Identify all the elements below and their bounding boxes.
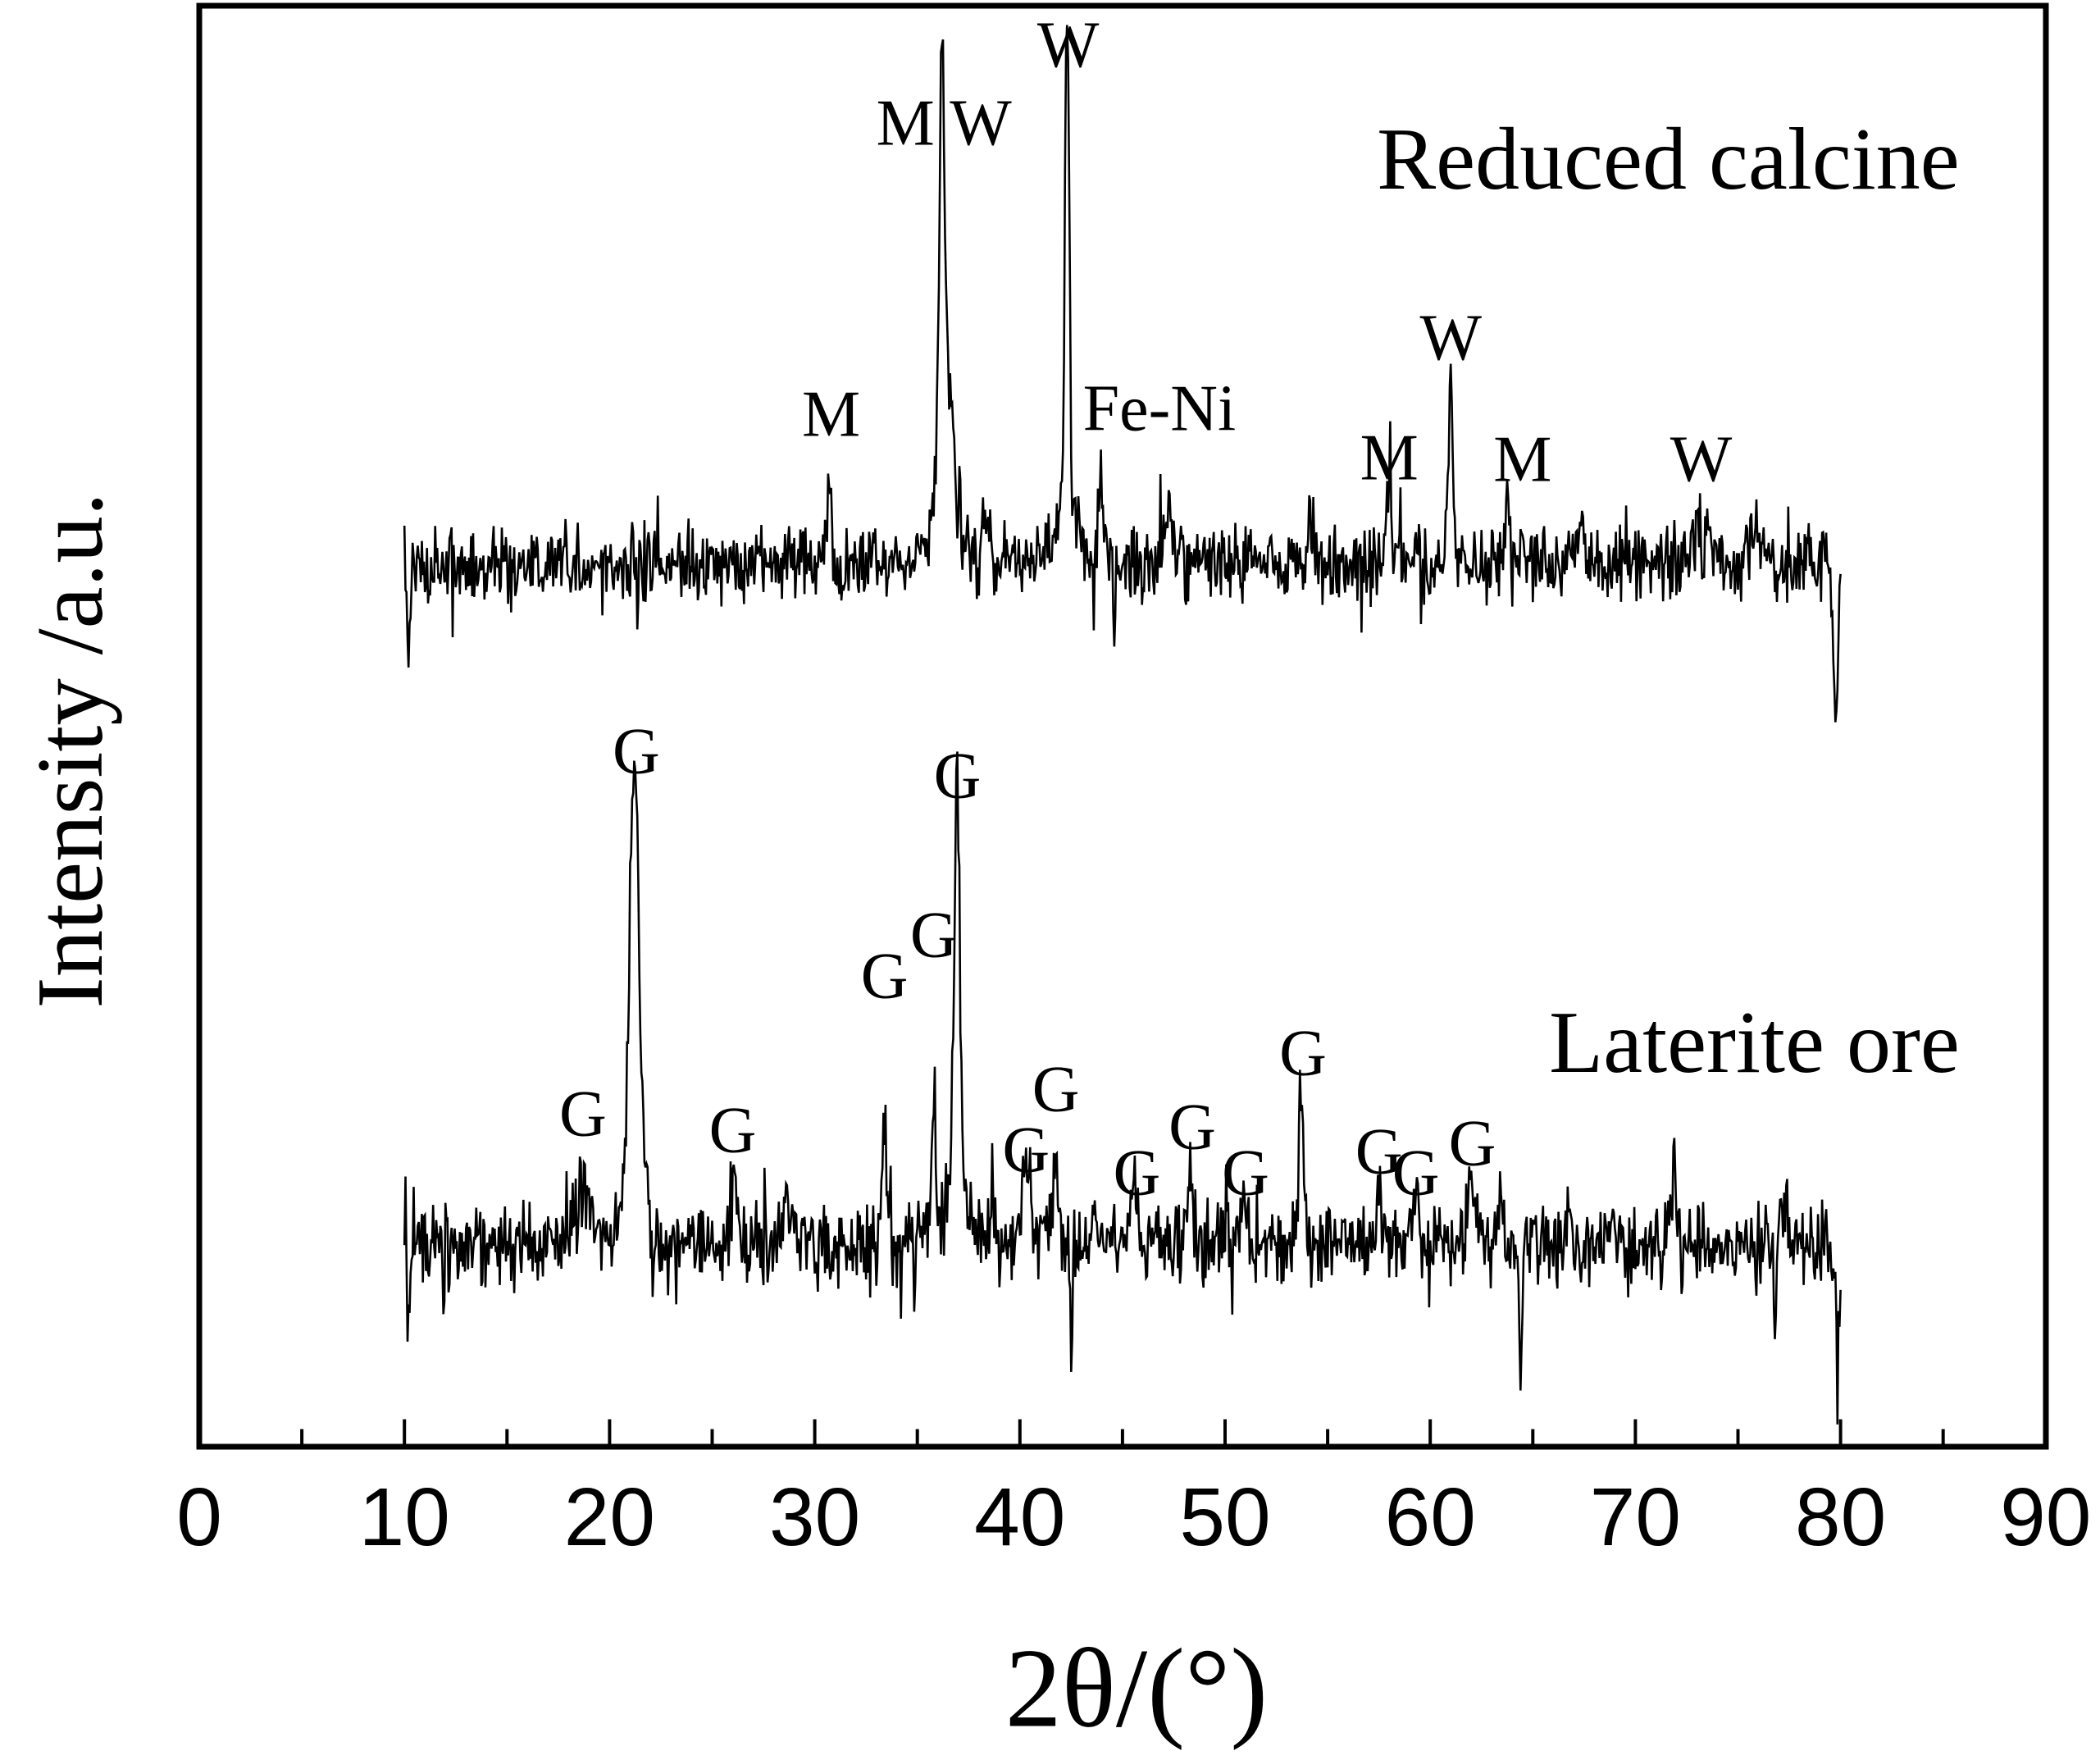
peak-label-fe-ni: Fe-Ni [1083, 372, 1237, 445]
peak-label-g: G [1355, 1115, 1403, 1188]
peak-label-g: G [934, 740, 982, 812]
x-axis-tick-label: 10 [359, 1471, 450, 1563]
peak-label-g: G [1032, 1053, 1080, 1125]
peak-label-g: G [613, 715, 660, 787]
peak-label-m-w: M W [877, 87, 1013, 159]
x-axis-tick-label: 80 [1795, 1471, 1886, 1563]
x-axis-tick-label: 70 [1590, 1471, 1681, 1563]
peak-label-g: G [1449, 1107, 1496, 1179]
peak-label-g: G [559, 1078, 607, 1150]
peak-label-g: G [1392, 1137, 1440, 1209]
series-label-reduced-calcine: Reduced calcine [1377, 111, 1960, 208]
peak-label-g: G [1114, 1137, 1161, 1209]
peak-label-g: G [1279, 1017, 1327, 1089]
xrd-trace-laterite-ore [403, 751, 1842, 1425]
peak-label-w: W [1419, 302, 1482, 374]
x-axis-tick-label: 30 [769, 1471, 860, 1563]
peak-label-g: G [910, 899, 958, 971]
peak-label-m: M [1360, 422, 1419, 494]
peak-label-g: G [1168, 1091, 1216, 1163]
plot-frame [196, 2, 2049, 1450]
x-axis-tick-label: 60 [1385, 1471, 1476, 1563]
x-axis-tick-label: 90 [2000, 1471, 2091, 1563]
peak-label-m: M [1493, 423, 1551, 495]
y-axis-title: Intensity /a.u. [18, 492, 122, 1009]
peak-label-g: G [1002, 1114, 1050, 1186]
peak-label-g: G [709, 1094, 757, 1166]
x-axis-tick-label: 50 [1179, 1471, 1270, 1563]
peak-label-g: G [1222, 1137, 1269, 1209]
peak-label-g: G [861, 940, 909, 1012]
xrd-trace-reduced-calcine [403, 25, 1842, 723]
series-label-laterite-ore: Laterite ore [1549, 994, 1960, 1092]
x-axis-title: 2θ/(°) [1004, 1625, 1269, 1751]
peak-label-w: W [1037, 9, 1100, 81]
x-axis-tick-label: 0 [176, 1471, 222, 1563]
peak-label-m: M [802, 378, 860, 450]
x-axis-tick-label: 20 [564, 1471, 655, 1563]
x-axis-tick-label: 40 [974, 1471, 1065, 1563]
peak-label-w: W [1670, 423, 1733, 495]
